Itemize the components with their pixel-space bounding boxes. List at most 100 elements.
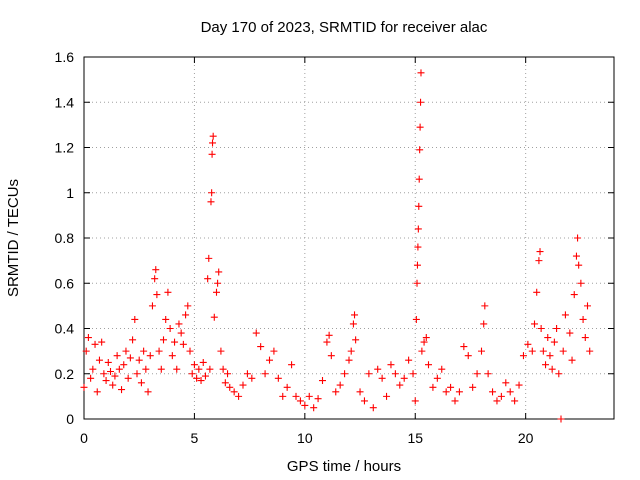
y-tick-label: 0 [66,411,74,427]
data-point [118,386,126,394]
data-point [539,347,547,355]
data-point [542,361,550,369]
data-point [584,302,591,310]
data-point [535,257,543,265]
data-point [332,388,340,396]
data-point [98,338,106,346]
data-point [217,347,225,355]
data-point [557,415,565,423]
data-point [162,315,170,323]
data-point [215,268,223,276]
data-point [204,275,212,283]
data-point [296,397,304,405]
data-point [478,347,485,355]
data-point [422,334,430,342]
data-point [365,370,373,378]
data-point [341,370,349,378]
data-point [160,336,167,344]
data-point [546,352,554,360]
data-point [506,388,514,396]
data-point [266,356,273,364]
data-point [84,334,92,342]
data-point [413,261,421,269]
data-point [360,397,368,405]
data-point [168,352,176,360]
data-point [109,381,117,389]
data-point [301,401,309,409]
y-tick-label: 0.6 [55,275,75,291]
data-point [489,388,497,396]
y-tick-label: 1 [66,185,74,201]
data-point [188,370,196,378]
data-point [248,374,256,382]
data-point [261,370,269,378]
data-point [288,361,296,369]
data-point [351,311,359,319]
data-point [252,329,260,337]
data-point [511,397,519,405]
data-point [387,361,395,369]
data-point [574,234,582,242]
data-point [152,266,160,274]
y-tick-label: 0.4 [55,321,75,337]
data-point [356,388,364,396]
y-tick-label: 1.4 [55,94,75,110]
data-point [122,347,130,355]
data-point [166,325,174,332]
data-point [413,279,421,287]
data-point [193,374,201,382]
data-point [184,302,192,310]
data-point [325,331,333,339]
data-point [208,150,216,158]
data-point [438,365,446,373]
data-point [400,374,408,382]
data-point [224,370,232,378]
data-point [502,379,510,387]
data-point [570,291,578,299]
data-point [270,347,278,355]
data-point [378,374,386,382]
data-point [219,365,227,373]
data-point [104,358,112,366]
data-point [111,372,119,380]
data-point [417,98,425,106]
data-point [210,313,218,321]
data-point [383,392,391,400]
data-point [133,370,141,378]
data-point [164,288,172,296]
data-point [131,315,139,323]
data-point [140,347,148,355]
x-tick-label: 5 [191,430,199,446]
data-point [274,374,282,382]
data-point [336,381,344,389]
data-point [214,279,222,287]
data-point [572,252,580,260]
data-point [455,388,463,396]
data-point [417,69,425,77]
y-tick-label: 1.2 [55,140,75,156]
data-point [93,388,101,396]
data-point [447,383,455,391]
data-point [415,175,423,183]
data-point [243,370,251,378]
data-point [135,356,143,364]
data-point [515,381,523,389]
data-point [197,377,205,385]
data-point [533,288,541,296]
data-point [235,392,243,400]
data-point [129,336,137,344]
data-point [416,123,424,131]
data-point [226,383,234,391]
data-point [493,397,501,405]
data-point [411,397,419,405]
data-point [199,358,207,366]
data-point [137,379,145,387]
data-point [82,347,90,355]
tick-layer: 0 5 10 15 20 0 0.2 0.4 0.6 0.8 1 1.2 1.4 1.6 [55,49,614,446]
chart-title: Day 170 of 2023, SRMTID for receiver ala… [201,19,488,36]
data-point [87,374,95,382]
data-point [519,352,527,360]
data-point [544,334,552,342]
data-point [124,374,132,382]
data-point [201,372,209,380]
